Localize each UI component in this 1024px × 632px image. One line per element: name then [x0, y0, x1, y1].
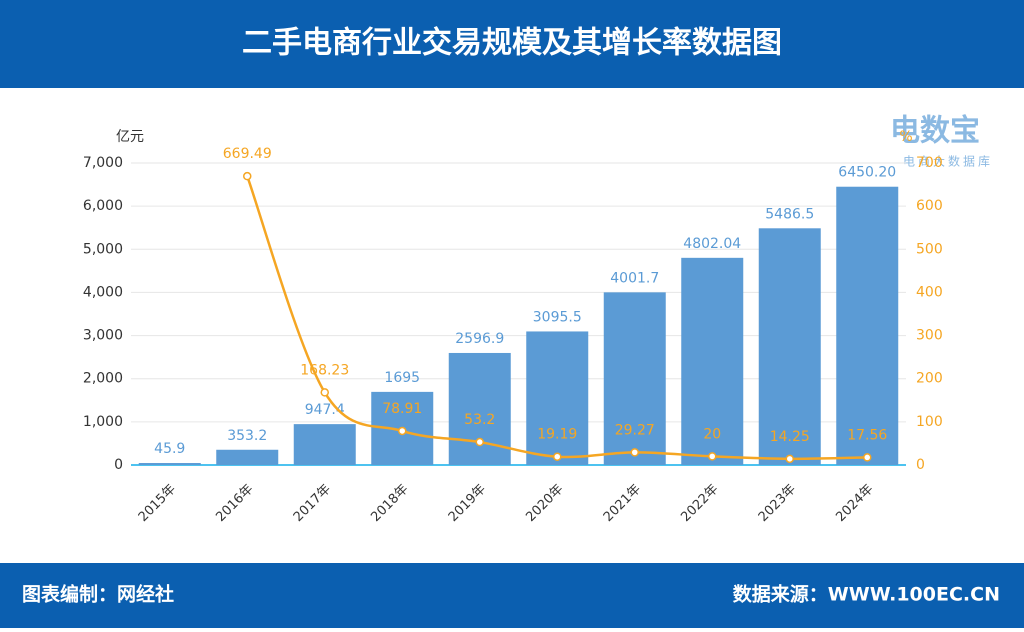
bar [138, 463, 201, 465]
bar-value-label: 6450.20 [838, 165, 896, 181]
line-value-label: 29.27 [615, 422, 655, 438]
x-tick-label: 2019年 [446, 482, 489, 525]
bar [836, 186, 899, 465]
line-value-label: 53.2 [464, 412, 495, 428]
bar-value-label: 353.2 [227, 428, 267, 444]
line-point [863, 453, 872, 462]
y2-tick-label: 400 [916, 284, 943, 300]
watermark-subtitle: 电商大数据库 [903, 154, 993, 169]
bar [216, 449, 279, 465]
line-value-label: 669.49 [223, 146, 272, 162]
bar-value-label: 4802.04 [683, 236, 741, 252]
bar-value-label: 3095.5 [533, 309, 582, 325]
y2-tick-label: 100 [916, 414, 943, 430]
x-tick-label: 2024年 [833, 482, 876, 525]
footer-band [0, 563, 1024, 628]
bar [681, 257, 744, 465]
header-band [0, 0, 1024, 88]
x-tick-label: 2021年 [601, 482, 644, 525]
y-tick-label: 0 [114, 457, 123, 473]
bar-value-label: 4001.7 [610, 270, 659, 286]
y-tick-label: 1,000 [83, 414, 123, 430]
y2-tick-label: 500 [916, 241, 943, 257]
bar-value-label: 1695 [384, 370, 420, 386]
bar [603, 292, 666, 465]
y-tick-label: 2,000 [83, 371, 123, 387]
footer-left: 图表编制：网经社 [22, 583, 174, 606]
x-tick-label: 2023年 [756, 482, 799, 525]
bar [448, 352, 511, 465]
y2-tick-label: 700 [916, 155, 943, 171]
y2-tick-label: 0 [916, 457, 925, 473]
y2-tick-label: 200 [916, 371, 943, 387]
line-value-label: 168.23 [300, 362, 349, 378]
y-tick-label: 5,000 [83, 241, 123, 257]
x-tick-label: 2016年 [213, 482, 256, 525]
growth-line [246, 175, 868, 461]
y-tick-label: 6,000 [83, 198, 123, 214]
bar-value-label: 45.9 [154, 441, 185, 457]
y-tick-label: 3,000 [83, 328, 123, 344]
y2-axis-unit: % [899, 129, 912, 145]
bar [758, 228, 821, 465]
x-tick-label: 2022年 [678, 482, 721, 525]
line-point [320, 388, 329, 397]
y-tick-label: 4,000 [83, 284, 123, 300]
line-value-label: 17.56 [847, 427, 887, 443]
x-tick-label: 2018年 [368, 482, 411, 525]
bar-value-label: 2596.9 [455, 331, 504, 347]
line-value-label: 20 [703, 426, 721, 442]
y-axis-unit: 亿元 [116, 129, 144, 145]
bar-value-label: 5486.5 [765, 206, 814, 222]
x-tick-label: 2015年 [136, 482, 179, 525]
line-point [630, 448, 639, 457]
chart-title: 二手电商行业交易规模及其增长率数据图 [242, 26, 782, 61]
line-point [785, 454, 794, 464]
y2-tick-label: 600 [916, 198, 943, 214]
watermark-name: 电数宝 [890, 114, 980, 149]
x-tick-label: 2020年 [523, 482, 566, 525]
y2-tick-label: 300 [916, 328, 943, 344]
footer-right: 数据来源：WWW.100EC.CN [733, 583, 1000, 606]
bar [293, 424, 356, 465]
line-value-label: 19.19 [537, 427, 577, 443]
y-tick-label: 7,000 [83, 155, 123, 171]
line-point [243, 171, 252, 181]
x-tick-label: 2017年 [291, 482, 334, 525]
line-value-label: 78.91 [382, 401, 422, 417]
line-point [475, 437, 484, 447]
line-point [708, 452, 717, 461]
bar [526, 331, 589, 465]
line-value-label: 14.25 [770, 429, 810, 445]
line-point [553, 452, 562, 461]
line-point [398, 426, 407, 436]
